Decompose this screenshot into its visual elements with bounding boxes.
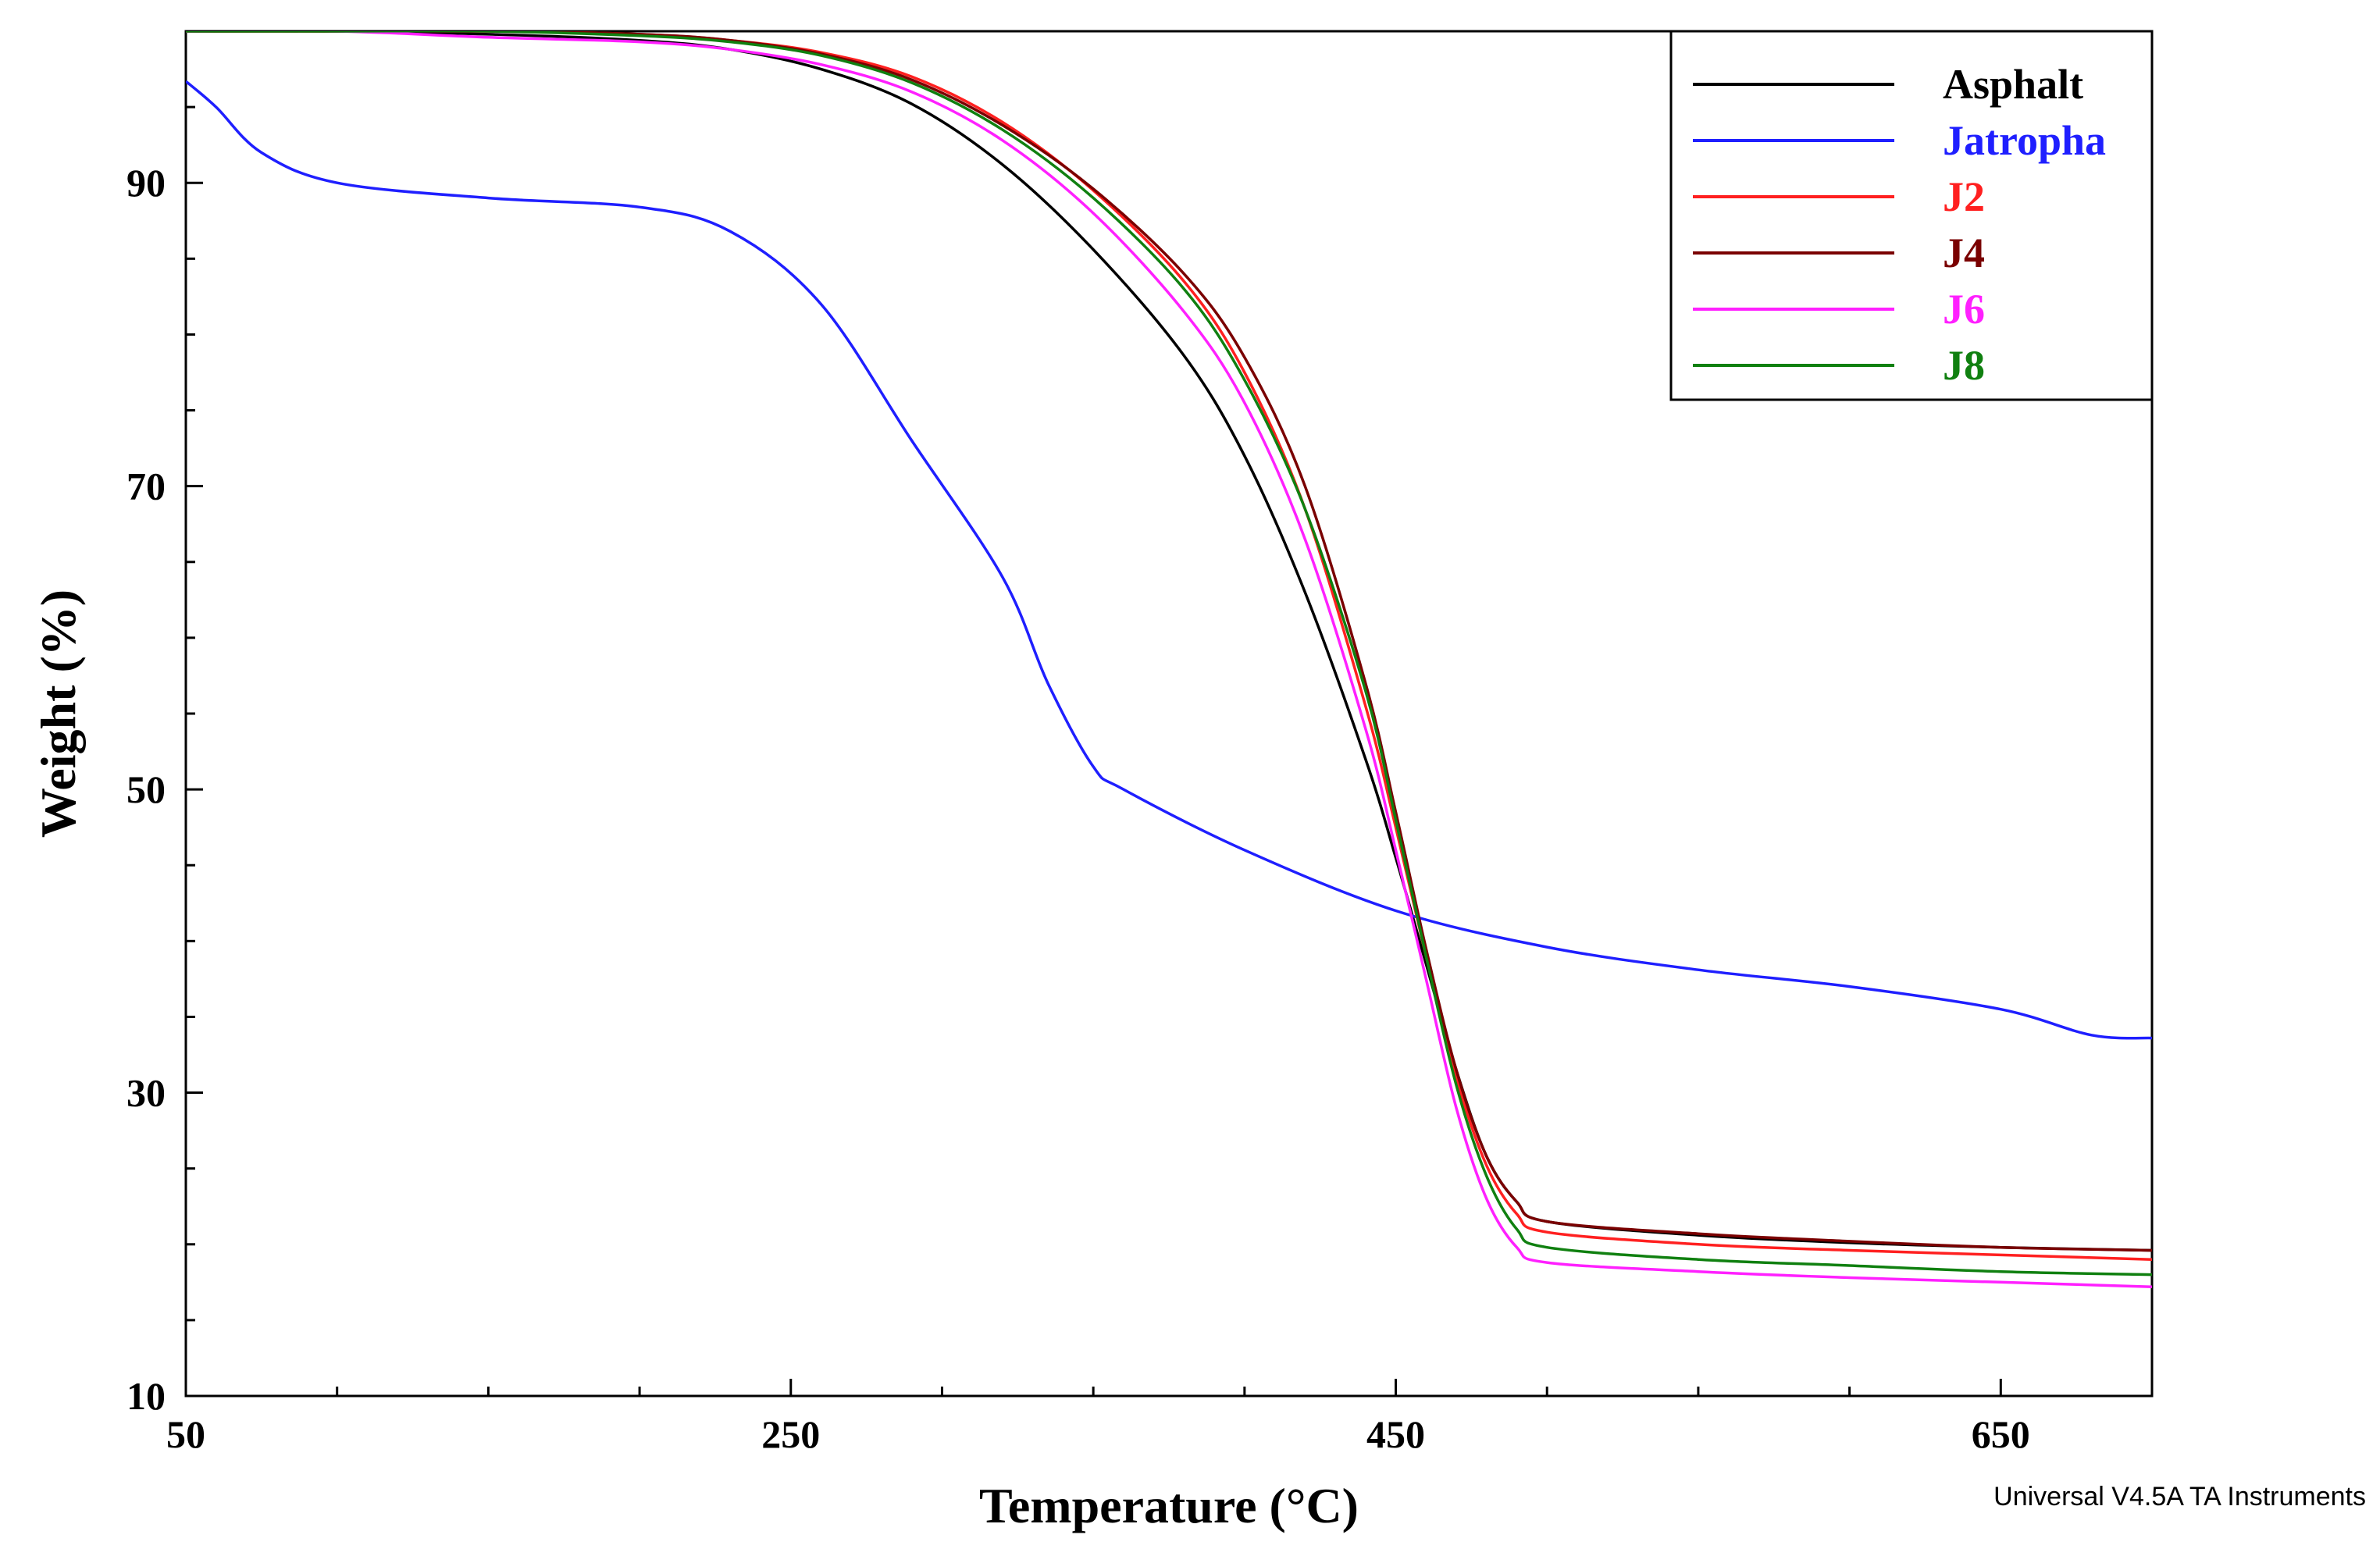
series-line-j8 <box>186 31 2152 1276</box>
y-tick-label: 50 <box>126 767 166 811</box>
y-tick-label: 10 <box>126 1374 166 1418</box>
x-tick-label: 450 <box>1366 1412 1425 1456</box>
axis-tick-labels: 50 250 450 650 10 30 50 70 90 <box>126 161 2030 1456</box>
x-tick-label: 50 <box>166 1412 205 1456</box>
x-tick-label: 650 <box>1972 1412 2030 1456</box>
legend-label-asphalt: Asphalt <box>1943 61 2083 108</box>
legend-label-j8: J8 <box>1943 342 1985 389</box>
legend-box <box>1669 30 2154 401</box>
x-axis-title: Temperature (°C) <box>979 1478 1359 1533</box>
x-tick-label: 250 <box>761 1412 820 1456</box>
legend-label-j6: J6 <box>1943 286 1985 333</box>
legend-label-jatropha: Jatropha <box>1943 117 2106 164</box>
y-tick-label: 30 <box>126 1071 166 1115</box>
series-line-jatropha <box>186 80 2152 1040</box>
series-line-j4 <box>186 31 2152 1252</box>
legend-label-j2: J2 <box>1943 173 1985 220</box>
series-lines <box>186 31 2152 1288</box>
y-tick-label: 90 <box>126 161 166 205</box>
axis-ticks <box>184 30 2154 1398</box>
series-line-j6 <box>186 31 2152 1288</box>
footer-text: Universal V4.5A TA Instruments <box>1993 1482 2366 1511</box>
y-axis-title: Weight (%) <box>30 589 86 838</box>
legend-label-j4: J4 <box>1943 230 1985 276</box>
legend: Asphalt Jatropha J2 J4 J6 J8 <box>1669 30 2154 401</box>
y-tick-label: 70 <box>126 465 166 508</box>
